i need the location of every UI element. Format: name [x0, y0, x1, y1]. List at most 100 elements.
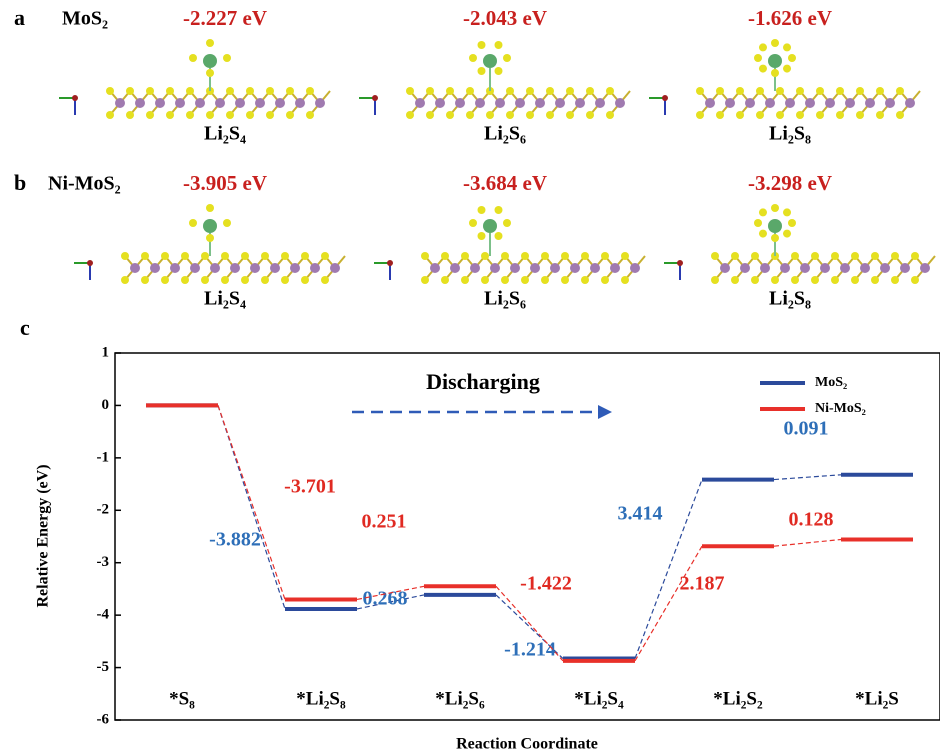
s-atom — [186, 87, 194, 95]
li-atom — [483, 219, 497, 233]
mo-atom — [495, 98, 505, 108]
mo-atom — [115, 98, 125, 108]
mo-atom — [615, 98, 625, 108]
s-atom — [711, 252, 719, 260]
structure — [359, 41, 630, 119]
s-atom — [406, 111, 414, 119]
s-atom — [521, 252, 529, 260]
y-tick-label: -2 — [97, 502, 110, 518]
mo-atom — [470, 263, 480, 273]
s-atom — [446, 111, 454, 119]
s-atom — [586, 111, 594, 119]
x-tick-label: *Li₂S₂ — [713, 688, 763, 709]
s-atom — [206, 69, 214, 77]
s-atom — [759, 43, 767, 51]
s-atom — [788, 219, 796, 227]
x-tick-label: *Li₂S₆ — [435, 688, 485, 709]
mo-atom — [780, 263, 790, 273]
s-atom — [321, 252, 329, 260]
mo-atom — [210, 263, 220, 273]
s-atom — [851, 276, 859, 284]
data-label: -1.422 — [520, 573, 572, 595]
legend-label: MoS₂ — [815, 375, 847, 390]
s-atom — [266, 87, 274, 95]
x-tick-label: *Li₂S — [855, 688, 899, 709]
s-atom — [506, 111, 514, 119]
mo-atom — [230, 263, 240, 273]
s-atom — [896, 87, 904, 95]
s-atom — [321, 276, 329, 284]
adsorption-energy: -3.684 eV — [463, 171, 547, 195]
s-atom — [241, 276, 249, 284]
annotation: Discharging — [426, 369, 540, 394]
s-atom — [466, 87, 474, 95]
mo-atom — [510, 263, 520, 273]
mo-atom — [805, 98, 815, 108]
mo-atom — [595, 98, 605, 108]
adsorption-energy: -3.905 eV — [183, 171, 267, 195]
s-atom — [731, 252, 739, 260]
s-atom — [495, 41, 503, 49]
mo-atom — [530, 263, 540, 273]
s-atom — [759, 230, 767, 238]
s-atom — [421, 276, 429, 284]
s-atom — [696, 87, 704, 95]
mo-atom — [570, 263, 580, 273]
mo-atom — [725, 98, 735, 108]
s-atom — [501, 276, 509, 284]
s-atom — [223, 219, 231, 227]
connector — [774, 539, 841, 546]
s-atom — [754, 54, 762, 62]
mo-atom — [740, 263, 750, 273]
mo-atom — [430, 263, 440, 273]
mo-atom — [270, 263, 280, 273]
mo-atom — [155, 98, 165, 108]
s-atom — [771, 234, 779, 242]
s-atom — [811, 252, 819, 260]
panel-letter: a — [14, 5, 25, 30]
axis-a — [87, 260, 93, 266]
axis-a — [677, 260, 683, 266]
s-atom — [696, 111, 704, 119]
s-atom — [286, 111, 294, 119]
mo-atom — [535, 98, 545, 108]
structure-label: Li₂S₈ — [769, 288, 811, 310]
x-tick-label: *S₈ — [169, 688, 195, 709]
s-atom — [566, 111, 574, 119]
connector — [774, 475, 841, 480]
mo-atom — [785, 98, 795, 108]
s-atom — [911, 252, 919, 260]
structure-label: Li₂S₆ — [484, 288, 526, 310]
s-atom — [754, 219, 762, 227]
y-tick-label: -3 — [97, 554, 110, 570]
s-atom — [876, 87, 884, 95]
structure-label: Li₂S₄ — [204, 288, 246, 310]
mo-atom — [825, 98, 835, 108]
s-atom — [495, 206, 503, 214]
mo-atom — [630, 263, 640, 273]
s-atom — [478, 41, 486, 49]
s-atom — [201, 276, 209, 284]
s-atom — [495, 67, 503, 75]
s-atom — [486, 111, 494, 119]
energy-chart: c Reaction Coordinate Relative Energy (e… — [20, 315, 940, 753]
s-atom — [501, 252, 509, 260]
s-atom — [911, 276, 919, 284]
figure: aMoS₂-2.227 eVLi₂S₄-2.043 eVLi₂S₆-1.626 … — [0, 0, 940, 754]
s-atom — [141, 252, 149, 260]
s-atom — [896, 111, 904, 119]
axis-a — [387, 260, 393, 266]
structure — [649, 39, 920, 119]
s-atom — [871, 276, 879, 284]
s-atom — [246, 111, 254, 119]
s-atom — [759, 208, 767, 216]
mo-atom — [885, 98, 895, 108]
mo-atom — [175, 98, 185, 108]
mo-atom — [150, 263, 160, 273]
s-atom — [541, 276, 549, 284]
s-atom — [731, 276, 739, 284]
s-atom — [266, 111, 274, 119]
s-atom — [791, 276, 799, 284]
s-atom — [871, 252, 879, 260]
s-atom — [121, 252, 129, 260]
